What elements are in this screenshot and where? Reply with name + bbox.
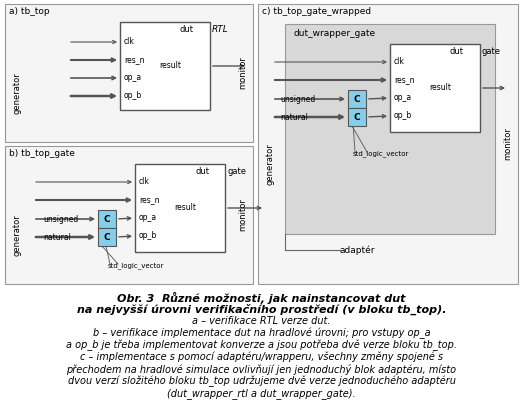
Bar — [348, 108, 366, 126]
Text: přechodem na hradlové simulace ovlivňují jen jednoduchý blok adaptéru, místo: přechodem na hradlové simulace ovlivňují… — [66, 364, 457, 375]
Text: a – verifikace RTL verze dut.: a – verifikace RTL verze dut. — [192, 316, 331, 326]
Text: result: result — [429, 84, 451, 92]
Bar — [98, 210, 116, 228]
Text: dut: dut — [180, 26, 194, 34]
Text: op_a: op_a — [394, 94, 412, 102]
Text: c) tb_top_gate_wrapped: c) tb_top_gate_wrapped — [262, 8, 371, 16]
Text: gate: gate — [482, 47, 501, 57]
Text: op_b: op_b — [394, 111, 412, 121]
Text: c – implementace s pomocí adaptéru/wrapperu, všechny změny spojené s: c – implementace s pomocí adaptéru/wrapp… — [80, 352, 443, 362]
Bar — [98, 228, 116, 246]
Text: generator: generator — [13, 72, 21, 114]
Text: res_n: res_n — [139, 195, 160, 205]
Text: res_n: res_n — [124, 55, 144, 65]
Text: clk: clk — [394, 58, 405, 66]
Text: generator: generator — [266, 143, 275, 185]
Bar — [5, 146, 253, 284]
Text: Obr. 3  Různé možnosti, jak nainstancovat dut: Obr. 3 Různé možnosti, jak nainstancovat… — [117, 292, 406, 304]
Text: C: C — [354, 113, 360, 121]
Text: op_b: op_b — [139, 231, 157, 241]
Text: clk: clk — [124, 37, 135, 47]
Text: gate: gate — [227, 168, 246, 176]
Text: std_logic_vector: std_logic_vector — [108, 262, 164, 269]
Bar — [285, 24, 495, 234]
Bar — [390, 44, 480, 132]
Text: dut: dut — [195, 168, 209, 176]
Text: std_logic_vector: std_logic_vector — [353, 151, 410, 158]
Text: op_b: op_b — [124, 92, 142, 100]
Text: b – verifikace implementace dut na hradlové úrovni; pro vstupy op_a: b – verifikace implementace dut na hradl… — [93, 328, 430, 339]
Text: monitor: monitor — [238, 57, 247, 89]
Text: RTL: RTL — [212, 26, 229, 34]
Text: adaptér: adaptér — [340, 245, 376, 255]
Text: unsigned: unsigned — [43, 215, 78, 223]
Text: clk: clk — [139, 178, 150, 186]
Text: op_a: op_a — [124, 74, 142, 82]
Text: b) tb_top_gate: b) tb_top_gate — [9, 150, 75, 158]
Text: natural: natural — [43, 233, 71, 241]
Text: monitor: monitor — [238, 199, 247, 231]
Bar — [135, 164, 225, 252]
Text: a op_b je třeba implementovat konverze a jsou potřeba dvě verze bloku tb_top.: a op_b je třeba implementovat konverze a… — [66, 340, 457, 352]
Bar — [258, 4, 518, 284]
Text: unsigned: unsigned — [280, 94, 315, 103]
Text: dvou verzí složitého bloku tb_top udržujeme dvě verze jednoduchého adaptéru: dvou verzí složitého bloku tb_top udržuj… — [67, 376, 456, 387]
Text: dut_wrapper_gate: dut_wrapper_gate — [293, 29, 375, 39]
Text: C: C — [104, 233, 110, 241]
Text: a) tb_top: a) tb_top — [9, 8, 50, 16]
Text: monitor: monitor — [504, 128, 513, 160]
Text: dut: dut — [450, 47, 464, 57]
Bar — [5, 4, 253, 142]
Text: op_a: op_a — [139, 213, 157, 223]
Text: res_n: res_n — [394, 76, 415, 84]
Text: natural: natural — [280, 113, 308, 121]
Bar — [120, 22, 210, 110]
Text: generator: generator — [13, 214, 21, 256]
Text: result: result — [174, 204, 196, 213]
Bar — [348, 90, 366, 108]
Text: C: C — [354, 94, 360, 103]
Text: na nejvyšší úrovni verifikačního prostředí (v bloku tb_top).: na nejvyšší úrovni verifikačního prostř… — [77, 304, 446, 315]
Text: result: result — [159, 61, 181, 71]
Text: C: C — [104, 215, 110, 223]
Text: (dut_wrapper_rtl a dut_wrapper_gate).: (dut_wrapper_rtl a dut_wrapper_gate). — [167, 388, 356, 399]
